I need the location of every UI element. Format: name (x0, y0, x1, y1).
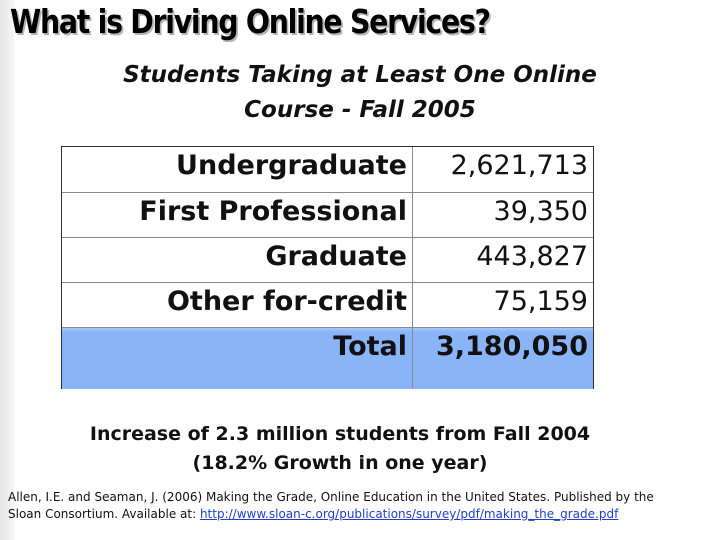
table-row-undergraduate: Undergraduate 2,621,713 (62, 147, 593, 192)
citation-line-1: Allen, I.E. and Seaman, J. (2006) Making… (8, 490, 654, 504)
table-row-first-professional: First Professional 39,350 (62, 192, 593, 238)
enrollment-table: Undergraduate 2,621,713 First Profession… (61, 146, 594, 389)
citation-line-2: Sloan Consortium. Available at: http://w… (8, 506, 713, 523)
row-label: First Professional (139, 196, 407, 227)
slide-title: What is Driving Online Services? (10, 2, 491, 41)
row-label: Other for-credit (166, 286, 407, 317)
table-row-other-for-credit: Other for-credit 75,159 (62, 282, 593, 328)
row-label: Graduate (265, 241, 407, 272)
subtitle-line-2: Course - Fall 2005 (244, 97, 476, 123)
growth-note-line-2: (18.2% Growth in one year) (192, 452, 488, 474)
source-citation: Allen, I.E. and Seaman, J. (2006) Making… (8, 489, 713, 523)
row-value: 2,621,713 (450, 150, 588, 181)
growth-note-line-1: Increase of 2.3 million students from Fa… (89, 423, 591, 445)
total-value: 3,180,050 (435, 331, 588, 362)
table-row-graduate: Graduate 443,827 (62, 237, 593, 283)
total-label: Total (333, 331, 407, 362)
column-divider (412, 147, 413, 388)
subtitle-line-1: Students Taking at Least One Online (123, 62, 597, 88)
citation-prefix: Sloan Consortium. Available at: (8, 507, 200, 521)
row-label: Undergraduate (176, 150, 407, 181)
row-value: 443,827 (476, 241, 588, 272)
left-decorative-band (0, 0, 14, 540)
row-value: 39,350 (493, 196, 588, 227)
growth-note: Increase of 2.3 million students from Fa… (0, 420, 680, 478)
table-subtitle: Students Taking at Least One Online Cour… (0, 58, 720, 128)
table-row-total: Total 3,180,050 (62, 327, 593, 389)
row-value: 75,159 (493, 286, 588, 317)
source-link[interactable]: http://www.sloan-c.org/publications/surv… (199, 507, 619, 521)
